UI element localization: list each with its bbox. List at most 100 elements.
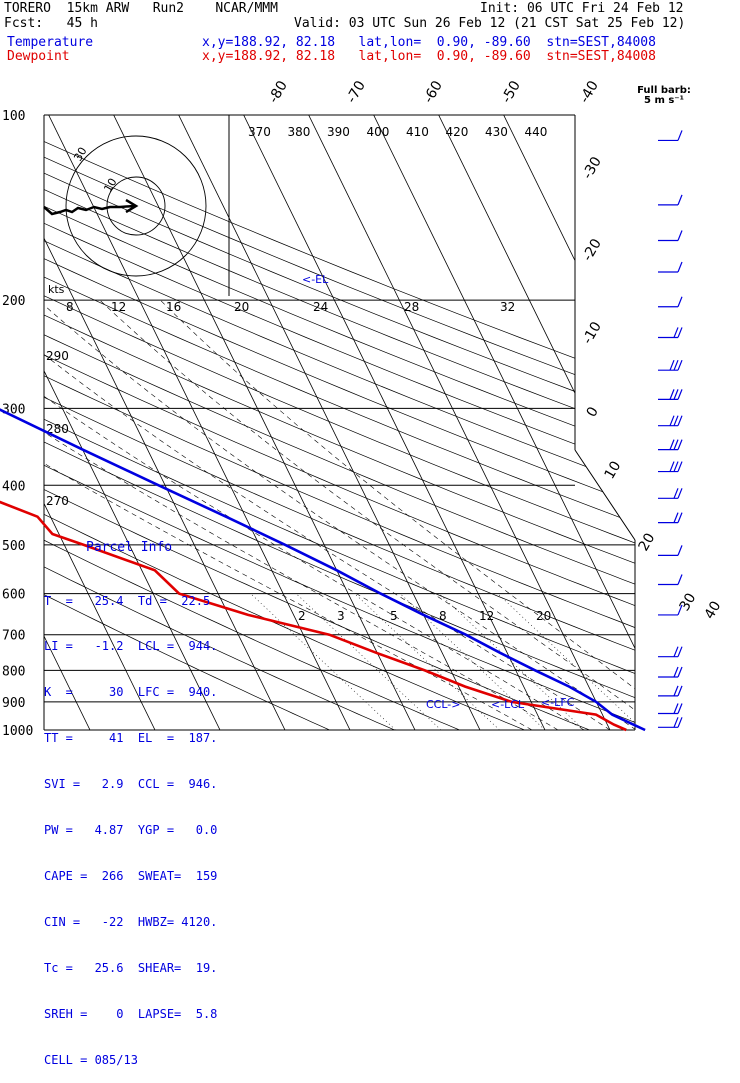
pressure-label: 100 xyxy=(2,109,25,124)
dry-adiabat xyxy=(44,115,635,730)
mixing-ratio-label: 32 xyxy=(500,300,515,314)
wind-barb-flag xyxy=(669,359,675,371)
pressure-label: 900 xyxy=(2,696,25,711)
wind-barb xyxy=(658,261,683,273)
dewpoint-legend: Dewpoint xyxy=(7,49,70,64)
wind-barb-flag xyxy=(677,230,683,241)
lfc-annotation: <-LFC xyxy=(541,696,575,709)
theta-label: 290 xyxy=(46,349,69,363)
parcel-info-title: Parcel Info xyxy=(86,540,173,555)
wind-barb-flag xyxy=(673,439,679,450)
fcst-line: Fcst: 45 h xyxy=(4,16,98,31)
temperature-profile xyxy=(0,408,646,732)
wind-barb xyxy=(658,415,683,427)
barb-legend: Full barb: 5 m s⁻¹ xyxy=(634,86,694,106)
theta-label: 440 xyxy=(525,125,548,139)
wind-barb xyxy=(658,296,683,308)
isotherm-label: 10 xyxy=(602,459,625,482)
isotherm-label: -20 xyxy=(580,236,605,264)
parcel-row: K = 30 LFC = 940. xyxy=(44,685,218,700)
dry-adiabat xyxy=(44,115,635,730)
wind-barb-flag xyxy=(677,512,683,523)
wind-barb-flag xyxy=(677,488,683,499)
hodograph-arrow xyxy=(125,198,139,214)
dry-adiabat xyxy=(44,115,635,730)
dry-adiabat xyxy=(44,115,635,730)
parcel-row: SVI = 2.9 CCL = 946. xyxy=(44,777,218,792)
wind-barb-flag xyxy=(677,703,683,714)
parcel-info-table: T = 25.4 Td = 22.5 LI = -1.2 LCL = 944. … xyxy=(44,563,217,1083)
wind-barb xyxy=(658,512,683,524)
wind-barb xyxy=(658,717,683,728)
pressure-label: 1000 xyxy=(2,724,33,739)
dry-adiabat xyxy=(44,115,635,730)
wind-barb-flag xyxy=(673,666,679,678)
hodograph-ring-label: 30 xyxy=(71,145,89,164)
parcel-row: TT = 41 EL = 187. xyxy=(44,731,218,746)
dry-adiabat xyxy=(44,115,491,730)
barb-legend-line2: 5 m s⁻¹ xyxy=(644,95,684,106)
frame-slant xyxy=(574,449,636,541)
pressure-label: 500 xyxy=(2,539,25,554)
isotherm-line xyxy=(438,115,635,730)
wind-barb-flag xyxy=(677,439,683,450)
mixing-ratio-label: 8 xyxy=(439,609,447,623)
wind-barb-flag xyxy=(673,359,679,371)
wind-barb-flag xyxy=(677,389,683,400)
wind-barb xyxy=(658,685,683,697)
theta-label: 370 xyxy=(248,125,271,139)
hodograph-unit-label: kts xyxy=(48,283,65,296)
wind-barb-flag xyxy=(673,488,679,499)
dry-adiabat xyxy=(44,115,359,730)
wind-barb xyxy=(658,666,683,678)
theta-label: 270 xyxy=(46,494,69,508)
isotherm-line xyxy=(44,115,156,730)
dry-adiabat xyxy=(44,115,635,730)
wind-barb-flag xyxy=(673,512,679,523)
dewpoint-station-info: x,y=188.92, 82.18 lat,lon= 0.90, -89.60 … xyxy=(202,49,656,64)
wind-barb-flag xyxy=(673,646,679,657)
temperature-station-info: x,y=188.92, 82.18 lat,lon= 0.90, -89.60 … xyxy=(202,35,656,50)
dry-adiabat xyxy=(44,115,635,730)
dry-adiabat xyxy=(44,115,635,730)
isotherm-label: -60 xyxy=(421,78,446,106)
isotherm-line xyxy=(503,115,635,730)
isotherm-line xyxy=(243,115,546,730)
wind-barb-flag xyxy=(673,415,679,426)
pressure-label: 600 xyxy=(2,588,25,603)
dry-adiabat xyxy=(44,115,635,730)
mixing-ratio-label: 24 xyxy=(313,300,328,314)
lcl-annotation: <-LCL xyxy=(491,698,525,711)
theta-label: 420 xyxy=(446,125,469,139)
pressure-label: 200 xyxy=(2,294,25,309)
wind-barb xyxy=(658,703,683,715)
wind-barb-flag xyxy=(669,389,675,400)
parcel-row: PW = 4.87 YGP = 0.0 xyxy=(44,823,218,838)
isotherm-label: 0 xyxy=(584,404,602,420)
wind-barb-flag xyxy=(677,359,683,371)
ccl-annotation: CCL-> xyxy=(426,698,460,711)
wind-barb-flag xyxy=(669,415,675,426)
parcel-row: T = 25.4 Td = 22.5 xyxy=(44,593,211,608)
model-line: TORERO 15km ARW Run2 NCAR/MMM xyxy=(4,1,278,16)
isotherm-line xyxy=(113,115,416,730)
mixing-ratio-label: 2 xyxy=(298,609,306,623)
wind-barb-flag xyxy=(677,261,683,273)
mixing-ratio-label: 16 xyxy=(166,300,181,314)
el-annotation: <-EL xyxy=(302,273,329,286)
mixing-ratio-label: 12 xyxy=(479,609,494,623)
mixing-ratio-label: 12 xyxy=(111,300,126,314)
barb-legend-line1: Full barb: xyxy=(637,85,691,96)
theta-label: 430 xyxy=(485,125,508,139)
wind-barb xyxy=(658,604,683,616)
wind-barb-flag xyxy=(673,717,679,728)
wind-barb-flag xyxy=(677,685,683,697)
theta-label: 410 xyxy=(406,125,429,139)
wind-barb-flag xyxy=(673,703,679,714)
plot-area xyxy=(44,115,635,730)
dry-adiabat xyxy=(44,115,635,730)
isotherm-label: 40 xyxy=(702,599,725,622)
dry-adiabat xyxy=(44,115,557,730)
pressure-label: 800 xyxy=(2,664,25,679)
parcel-row: Tc = 25.6 SHEAR= 19. xyxy=(44,960,218,975)
